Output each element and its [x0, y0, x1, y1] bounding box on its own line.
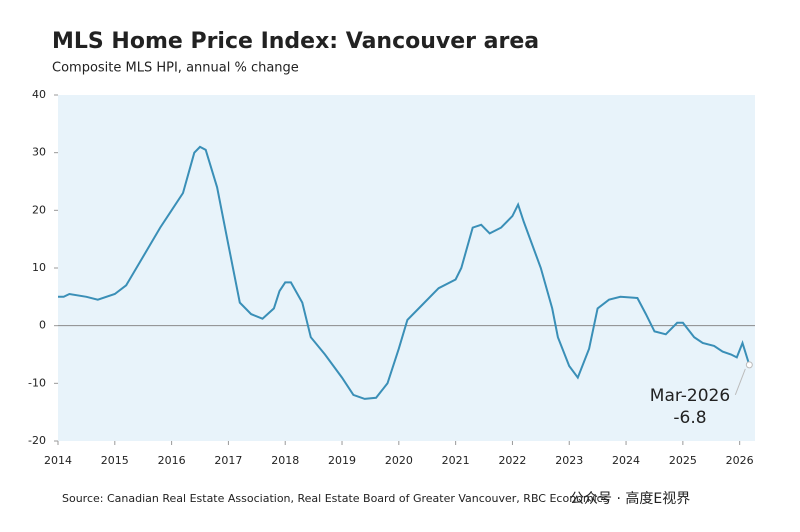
y-tick-label: 10 — [32, 261, 46, 274]
plot-area — [58, 95, 755, 441]
x-tick-label: 2020 — [385, 454, 413, 467]
x-tick-label: 2014 — [44, 454, 72, 467]
y-tick-label: -20 — [28, 434, 46, 447]
x-tick-label: 2025 — [669, 454, 697, 467]
watermark: 公众号 · 高度E视界 — [570, 490, 690, 507]
chart-title: MLS Home Price Index: Vancouver area — [52, 29, 539, 54]
x-tick-label: 2019 — [328, 454, 356, 467]
x-tick-label: 2021 — [442, 454, 470, 467]
y-tick-label: -10 — [28, 376, 46, 389]
annotation-label: Mar-2026 — [650, 386, 730, 406]
annotation-leader — [734, 368, 746, 396]
x-tick-label: 2026 — [726, 454, 754, 467]
x-tick-label: 2016 — [158, 454, 186, 467]
y-tick-label: 20 — [32, 203, 46, 216]
x-tick-label: 2023 — [555, 454, 583, 467]
last-point — [745, 361, 753, 369]
x-tick-label: 2017 — [214, 454, 242, 467]
x-tick-label: 2015 — [101, 454, 129, 467]
y-tick-label: 40 — [32, 88, 46, 101]
source: Source: Canadian Real Estate Association… — [62, 492, 609, 505]
annotation-value: -6.8 — [673, 408, 706, 428]
x-tick-label: 2022 — [498, 454, 526, 467]
chart-subtitle: Composite MLS HPI, annual % change — [52, 61, 299, 76]
y-tick-label: 30 — [32, 146, 46, 159]
line — [58, 145, 751, 400]
x-tick-label: 2018 — [271, 454, 299, 467]
x-tick-label: 2024 — [612, 454, 640, 467]
y-tick-label: 0 — [39, 319, 46, 332]
